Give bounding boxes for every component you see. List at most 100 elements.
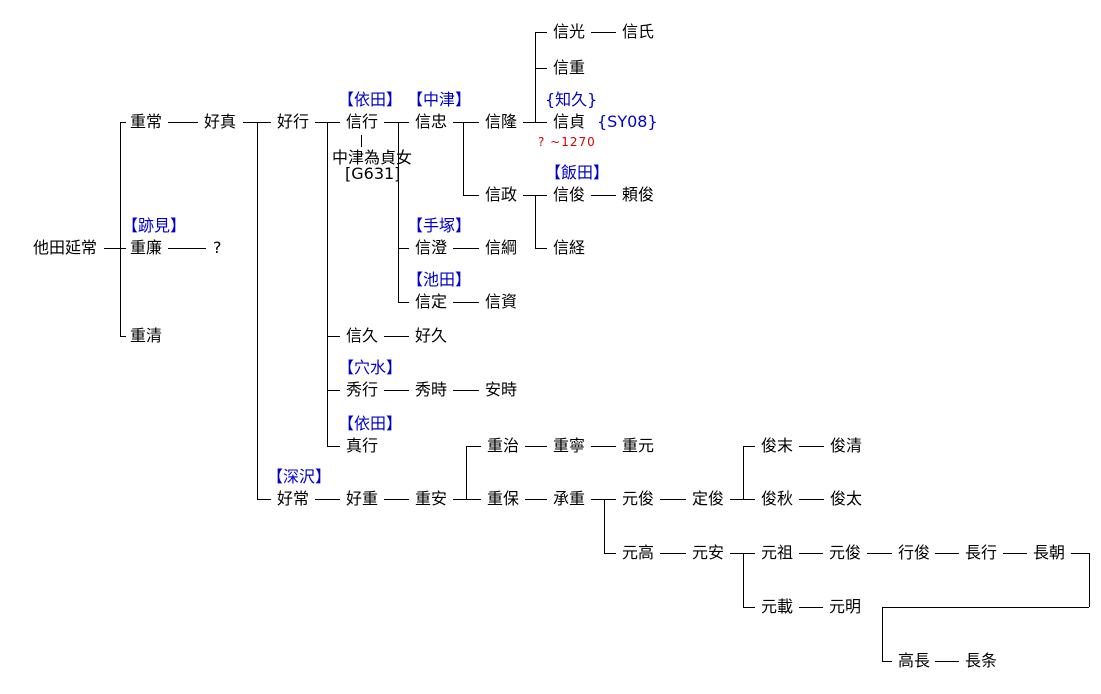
connector-line-horizontal — [591, 446, 616, 447]
connector-line-vertical — [466, 446, 467, 499]
connector-line-horizontal — [730, 499, 755, 500]
person-name: 長条 — [965, 651, 998, 670]
connector-line-vertical — [257, 122, 258, 499]
connector-line-vertical — [361, 135, 362, 147]
connector-line-horizontal — [1071, 553, 1089, 554]
connector-line-horizontal — [523, 122, 547, 123]
person-name: 重廉 — [130, 238, 163, 257]
person-name: 重保 — [487, 489, 520, 508]
person-name: 長朝 — [1033, 543, 1066, 562]
connector-line-horizontal — [799, 446, 824, 447]
connector-line-horizontal — [453, 248, 479, 249]
person-name: 俊秋 — [761, 489, 794, 508]
connector-line-vertical — [743, 553, 744, 607]
person-name: 信重 — [553, 58, 586, 77]
clan-label: 【中津】 — [407, 90, 472, 109]
connector-line-horizontal — [882, 661, 892, 662]
connector-line-vertical — [398, 122, 399, 302]
person-name: 信久 — [346, 326, 379, 345]
connector-line-horizontal — [525, 499, 547, 500]
annotation-note: ? ~1270 — [538, 135, 596, 149]
person-name: 元高 — [622, 543, 655, 562]
person-name: 信資 — [485, 292, 518, 311]
person-name: 信俊 — [553, 185, 586, 204]
person-name: 秀時 — [415, 380, 448, 399]
person-name: 重常 — [130, 112, 163, 131]
person-name: 信澄 — [415, 238, 448, 257]
person-name: 安時 — [485, 380, 518, 399]
connector-line-horizontal — [743, 607, 755, 608]
clan-label: 【手塚】 — [407, 216, 472, 235]
clan-label: 【飯田】 — [545, 163, 610, 182]
connector-line-horizontal — [935, 661, 959, 662]
person-name: 元祖 — [761, 543, 794, 562]
connector-line-vertical — [743, 446, 744, 499]
connector-line-horizontal — [120, 122, 126, 123]
person-name: 俊清 — [830, 436, 863, 455]
clan-label: 【深沢】 — [267, 467, 332, 486]
person-name: 好行 — [277, 112, 310, 131]
person-name: ? — [213, 238, 222, 257]
person-name: 俊太 — [830, 489, 863, 508]
connector-line-horizontal — [867, 553, 892, 554]
connector-line-horizontal — [257, 499, 271, 500]
clan-label: 【穴水】 — [338, 358, 403, 377]
person-name: 元俊 — [622, 489, 655, 508]
connector-line-horizontal — [466, 446, 481, 447]
connector-line-vertical — [120, 122, 121, 336]
person-name: 元載 — [761, 597, 794, 616]
connector-line-vertical — [535, 195, 536, 248]
connector-line-horizontal — [327, 336, 340, 337]
connector-line-horizontal — [591, 499, 616, 500]
connector-line-horizontal — [660, 499, 686, 500]
annotation-note: 中津為貞女 — [332, 148, 413, 167]
person-name: 真行 — [346, 436, 379, 455]
connector-line-horizontal — [384, 122, 409, 123]
connector-line-horizontal — [453, 122, 479, 123]
person-name: 信貞 — [553, 112, 586, 131]
person-name: 俊末 — [761, 436, 794, 455]
connector-line-horizontal — [315, 499, 340, 500]
connector-line-vertical — [463, 122, 464, 195]
connector-line-horizontal — [463, 195, 479, 196]
clan-label: {知久} — [545, 90, 598, 109]
connector-line-horizontal — [535, 248, 547, 249]
connector-line-horizontal — [384, 499, 409, 500]
connector-line-vertical — [535, 32, 536, 122]
person-name: 信政 — [485, 185, 518, 204]
person-name: 秀行 — [346, 380, 379, 399]
connector-line-horizontal — [453, 390, 479, 391]
connector-line-horizontal — [168, 248, 206, 249]
person-name: 定俊 — [692, 489, 725, 508]
connector-line-horizontal — [730, 553, 755, 554]
connector-line-vertical — [1089, 553, 1090, 607]
person-name: 重清 — [130, 326, 163, 345]
person-name: 高長 — [898, 651, 931, 670]
connector-line-vertical — [604, 499, 605, 553]
person-name: 好久 — [415, 326, 448, 345]
person-name: 好真 — [204, 112, 237, 131]
connector-line-horizontal — [799, 553, 823, 554]
person-name: 行俊 — [898, 543, 931, 562]
clan-label: 【依田】 — [338, 90, 403, 109]
connector-line-horizontal — [799, 607, 823, 608]
connector-line-horizontal — [660, 553, 686, 554]
connector-line-vertical — [327, 122, 328, 446]
connector-line-horizontal — [591, 195, 616, 196]
connector-line-horizontal — [1003, 553, 1027, 554]
person-name: 信行 — [346, 112, 379, 131]
connector-line-horizontal — [453, 302, 479, 303]
annotation-note: [G631] — [345, 164, 401, 183]
connector-line-horizontal — [935, 553, 959, 554]
person-name: 好常 — [277, 489, 310, 508]
connector-line-vertical — [882, 607, 883, 661]
connector-line-horizontal — [398, 248, 409, 249]
connector-line-horizontal — [525, 446, 547, 447]
person-name: 他田延常 — [33, 238, 98, 257]
person-name: 重安 — [415, 489, 448, 508]
person-name: 重寧 — [553, 436, 586, 455]
person-name: 信経 — [553, 238, 586, 257]
connector-line-horizontal — [120, 336, 126, 337]
connector-line-horizontal — [384, 390, 409, 391]
connector-line-horizontal — [398, 302, 409, 303]
